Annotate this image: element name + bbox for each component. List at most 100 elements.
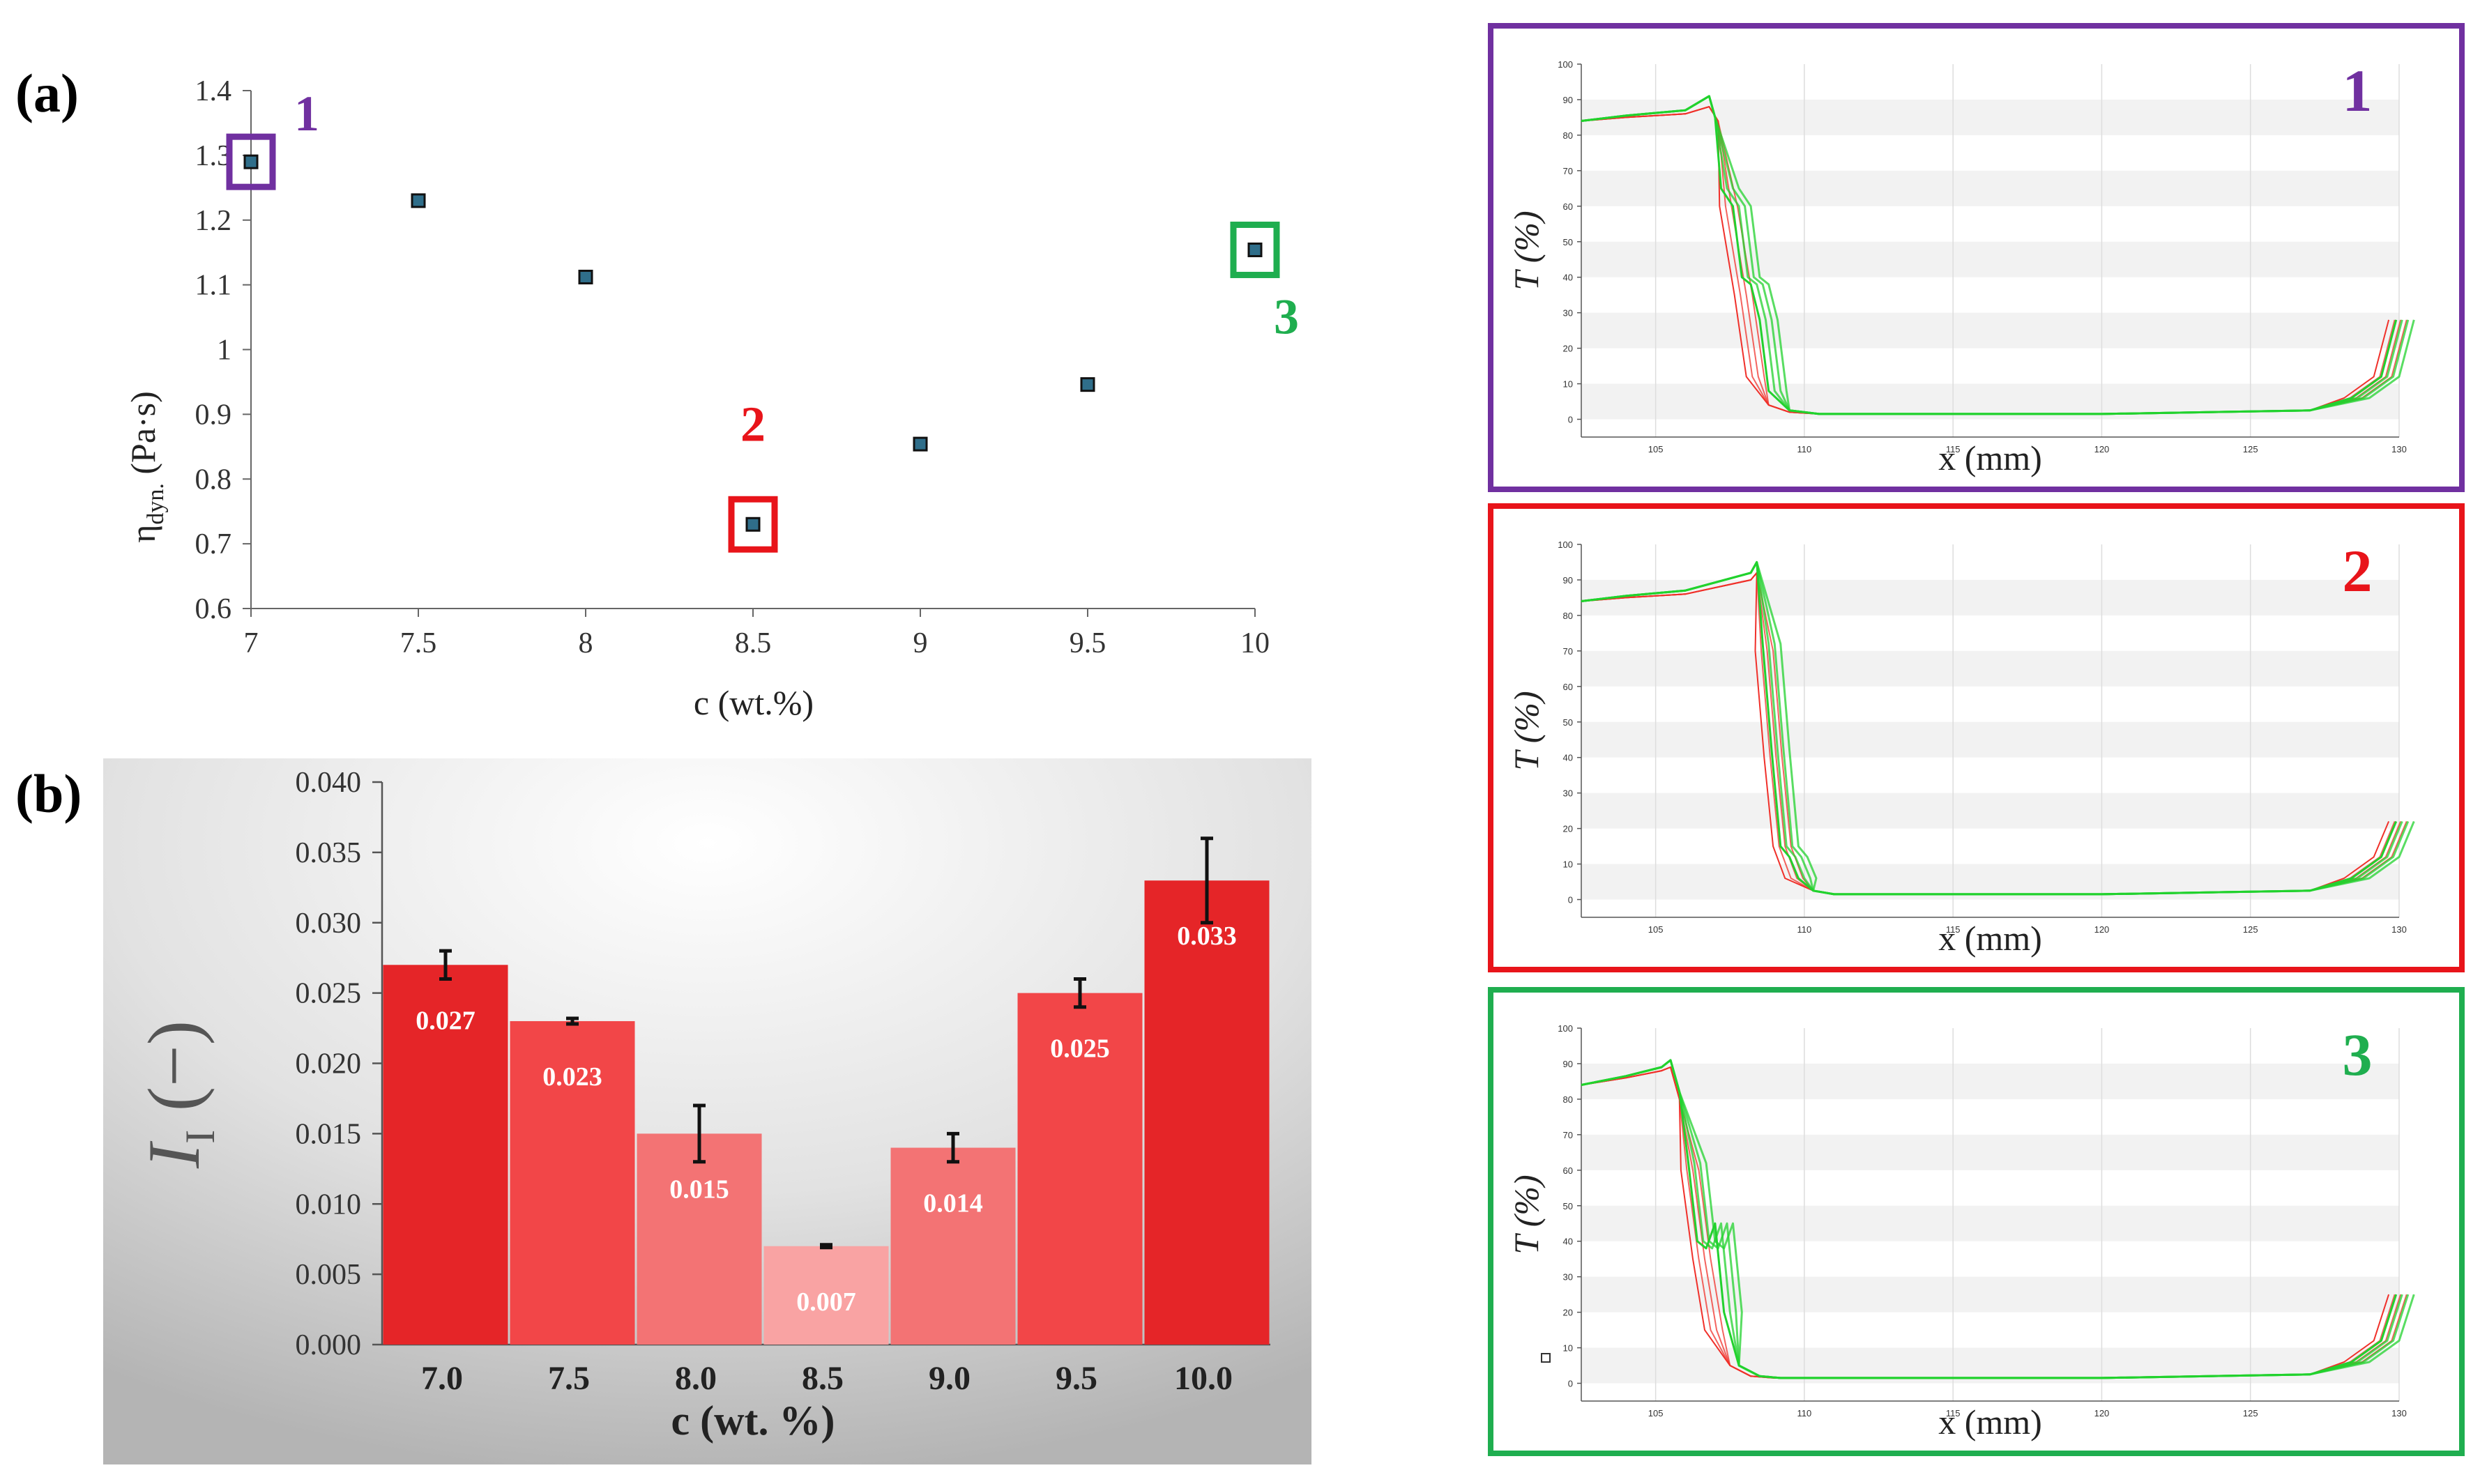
panel-a-tick-labels: 0.6 0.7 0.8 0.9 1 1.1 1.2 1.3 1.4 7 7.5 8 8.5 9 9.5 10 bbox=[195, 75, 1270, 659]
grid-band bbox=[1581, 793, 2399, 829]
bar-value-label: 0.027 bbox=[416, 1006, 476, 1035]
x-tick-label: 115 bbox=[1946, 924, 1961, 935]
panel-a-highlight-boxes: 1 2 3 bbox=[226, 86, 1299, 553]
y-tick-label: 0.015 bbox=[296, 1118, 362, 1150]
y-tick-label: 1.3 bbox=[195, 140, 232, 172]
y-tick-label: 1 bbox=[217, 335, 231, 367]
x-tick-label: 125 bbox=[2243, 444, 2258, 454]
y-tick-label: 50 bbox=[1563, 717, 1573, 728]
panel-b-tick-labels: 0.000 0.005 0.010 0.015 0.020 0.025 0.030 0.035… bbox=[296, 767, 1233, 1397]
x-tick-label: 125 bbox=[2243, 924, 2258, 935]
panel-3-transmission: 105 110 115 120 125 130 0 10 20 30 40 50 60 70 80 90 100… bbox=[1488, 987, 2465, 1456]
highlight-label-2: 2 bbox=[740, 396, 766, 452]
grid-band bbox=[1581, 170, 2399, 206]
panel-number-label: 1 bbox=[2343, 57, 2373, 124]
x-tick-label: 9.5 bbox=[1056, 1360, 1097, 1397]
profile-line-green bbox=[1581, 1059, 2415, 1379]
bar-value-label: 0.014 bbox=[923, 1189, 983, 1218]
y-tick-label: 60 bbox=[1563, 201, 1573, 212]
y-tick-label: 90 bbox=[1563, 575, 1573, 586]
y-tick-label: 0.000 bbox=[296, 1329, 362, 1361]
bar-8.0 bbox=[637, 1133, 762, 1345]
y-tick-label: 60 bbox=[1563, 682, 1573, 692]
y-tick-label: 1.4 bbox=[195, 75, 232, 107]
scatter-point bbox=[1080, 377, 1095, 392]
bar-value-label: 0.007 bbox=[796, 1287, 856, 1317]
panel-number-label: 3 bbox=[2343, 1021, 2373, 1088]
scatter-point bbox=[913, 436, 928, 452]
panel-b-y-axis-label: II (−) bbox=[133, 1020, 223, 1169]
scatter-point bbox=[578, 269, 593, 284]
panel-a-x-axis-label: c (wt.%) bbox=[694, 683, 814, 722]
y-tick-label: 30 bbox=[1563, 788, 1573, 799]
x-tick-label: 110 bbox=[1797, 924, 1812, 935]
panel-2-transmission: 105 110 115 120 125 130 0 10 20 30 40 50 60 70 80 90 100… bbox=[1488, 503, 2465, 972]
y-tick-label: 0.8 bbox=[195, 464, 232, 496]
y-tick-label: 40 bbox=[1563, 753, 1573, 763]
x-tick-label: 8.0 bbox=[675, 1360, 717, 1397]
y-tick-label: 0 bbox=[1568, 895, 1573, 905]
scatter-point bbox=[1247, 242, 1263, 257]
grid-band bbox=[1581, 650, 2399, 687]
x-tick-label: 7 bbox=[244, 627, 259, 659]
y-tick-label: 30 bbox=[1563, 1272, 1573, 1283]
y-tick-label: 10 bbox=[1563, 859, 1573, 870]
y-tick-label: 70 bbox=[1563, 646, 1573, 657]
profile-line-green bbox=[1581, 561, 2415, 896]
grid-band bbox=[1581, 241, 2399, 277]
x-tick-label: 7.5 bbox=[548, 1360, 590, 1397]
panel-b: (b) 0.0270.0230.0150.0070.0140.0250.033 … bbox=[15, 758, 1311, 1464]
panel-b-label: (b) bbox=[15, 763, 82, 824]
highlight-box-1 bbox=[226, 133, 276, 190]
y-tick-label: 30 bbox=[1563, 308, 1573, 319]
x-tick-label: 130 bbox=[2391, 1408, 2407, 1418]
grid-band bbox=[1581, 1134, 2399, 1170]
y-tick-label: 0.040 bbox=[296, 767, 362, 799]
scatter-point bbox=[411, 193, 426, 208]
bar-10.0 bbox=[1144, 880, 1270, 1345]
y-tick-label: 0 bbox=[1568, 415, 1573, 425]
x-tick-label: 9 bbox=[913, 627, 928, 659]
y-tick-label: 70 bbox=[1563, 166, 1573, 176]
bar-7.0 bbox=[383, 965, 508, 1345]
y-tick-label: 20 bbox=[1563, 1308, 1573, 1318]
y-tick-label: 1.2 bbox=[195, 205, 232, 237]
y-tick-label: 60 bbox=[1563, 1165, 1573, 1176]
panel-a: (a) 0.6 0.7 0.8 0.9 1 1.1 1.2 1.3 1.4 7 7.5 8 8.5 9 9.… bbox=[15, 63, 1299, 722]
profile-line-green bbox=[1581, 95, 2415, 415]
x-tick-label: 8.5 bbox=[735, 627, 772, 659]
grid-band bbox=[1581, 721, 2399, 758]
x-tick-label: 105 bbox=[1648, 444, 1664, 454]
bar-value-label: 0.025 bbox=[1050, 1034, 1110, 1064]
y-tick-label: 0.9 bbox=[195, 399, 232, 431]
bar-value-label: 0.023 bbox=[542, 1062, 602, 1092]
y-tick-label: 0.005 bbox=[296, 1259, 362, 1291]
y-tick-label: 100 bbox=[1558, 540, 1573, 550]
scatter-point bbox=[243, 154, 259, 169]
x-tick-label: 7.0 bbox=[421, 1360, 463, 1397]
panel-b-x-axis-label: c (wt. %) bbox=[671, 1398, 835, 1444]
y-tick-label: 80 bbox=[1563, 1094, 1573, 1105]
x-tick-label: 8.5 bbox=[802, 1360, 844, 1397]
y-tick-label: 40 bbox=[1563, 273, 1573, 283]
y-tick-label: 100 bbox=[1558, 59, 1573, 70]
bar-7.5 bbox=[510, 1020, 635, 1345]
grid-band bbox=[1581, 1063, 2399, 1099]
y-tick-label: 10 bbox=[1563, 1343, 1573, 1354]
scatter-point bbox=[745, 517, 761, 532]
x-tick-label: 9.5 bbox=[1070, 627, 1106, 659]
y-tick-label: 40 bbox=[1563, 1237, 1573, 1247]
y-tick-label: 80 bbox=[1563, 130, 1573, 141]
y-axis-label: T (%) bbox=[1507, 691, 1546, 770]
bar-9.5 bbox=[1017, 993, 1143, 1345]
x-tick-label: 115 bbox=[1946, 444, 1961, 454]
y-tick-label: 20 bbox=[1563, 344, 1573, 354]
y-tick-label: 0.030 bbox=[296, 908, 362, 940]
y-tick-label: 0.6 bbox=[195, 593, 232, 625]
y-tick-label: 0.010 bbox=[296, 1188, 362, 1221]
panel-a-y-axis-label: ηdyn. (Pa·s) bbox=[123, 391, 169, 543]
y-tick-label: 0 bbox=[1568, 1379, 1573, 1389]
y-axis-label: T (%) bbox=[1507, 211, 1546, 290]
bar-value-label: 0.033 bbox=[1177, 921, 1237, 951]
